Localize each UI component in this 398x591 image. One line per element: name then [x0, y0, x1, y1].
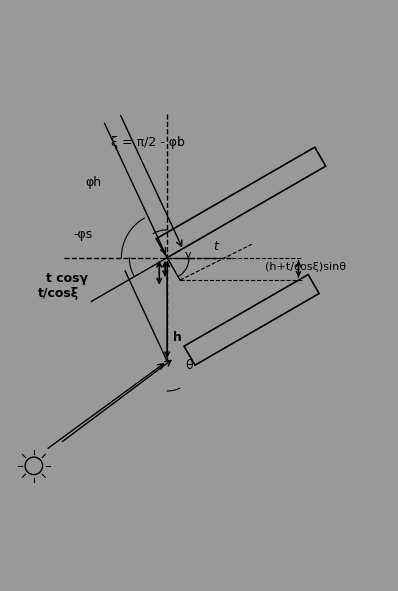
- Text: -φs: -φs: [74, 228, 93, 241]
- Text: t cosγ: t cosγ: [46, 272, 88, 285]
- Text: γ: γ: [185, 249, 192, 259]
- Text: t/cosξ: t/cosξ: [38, 287, 79, 300]
- Text: φh: φh: [86, 176, 102, 189]
- Text: h: h: [173, 332, 182, 345]
- Text: (h+t/cosξ)sinθ: (h+t/cosξ)sinθ: [265, 262, 346, 272]
- Text: t: t: [213, 240, 218, 253]
- Text: ξ = π/2 - φb: ξ = π/2 - φb: [111, 137, 185, 150]
- Text: θ: θ: [185, 359, 193, 372]
